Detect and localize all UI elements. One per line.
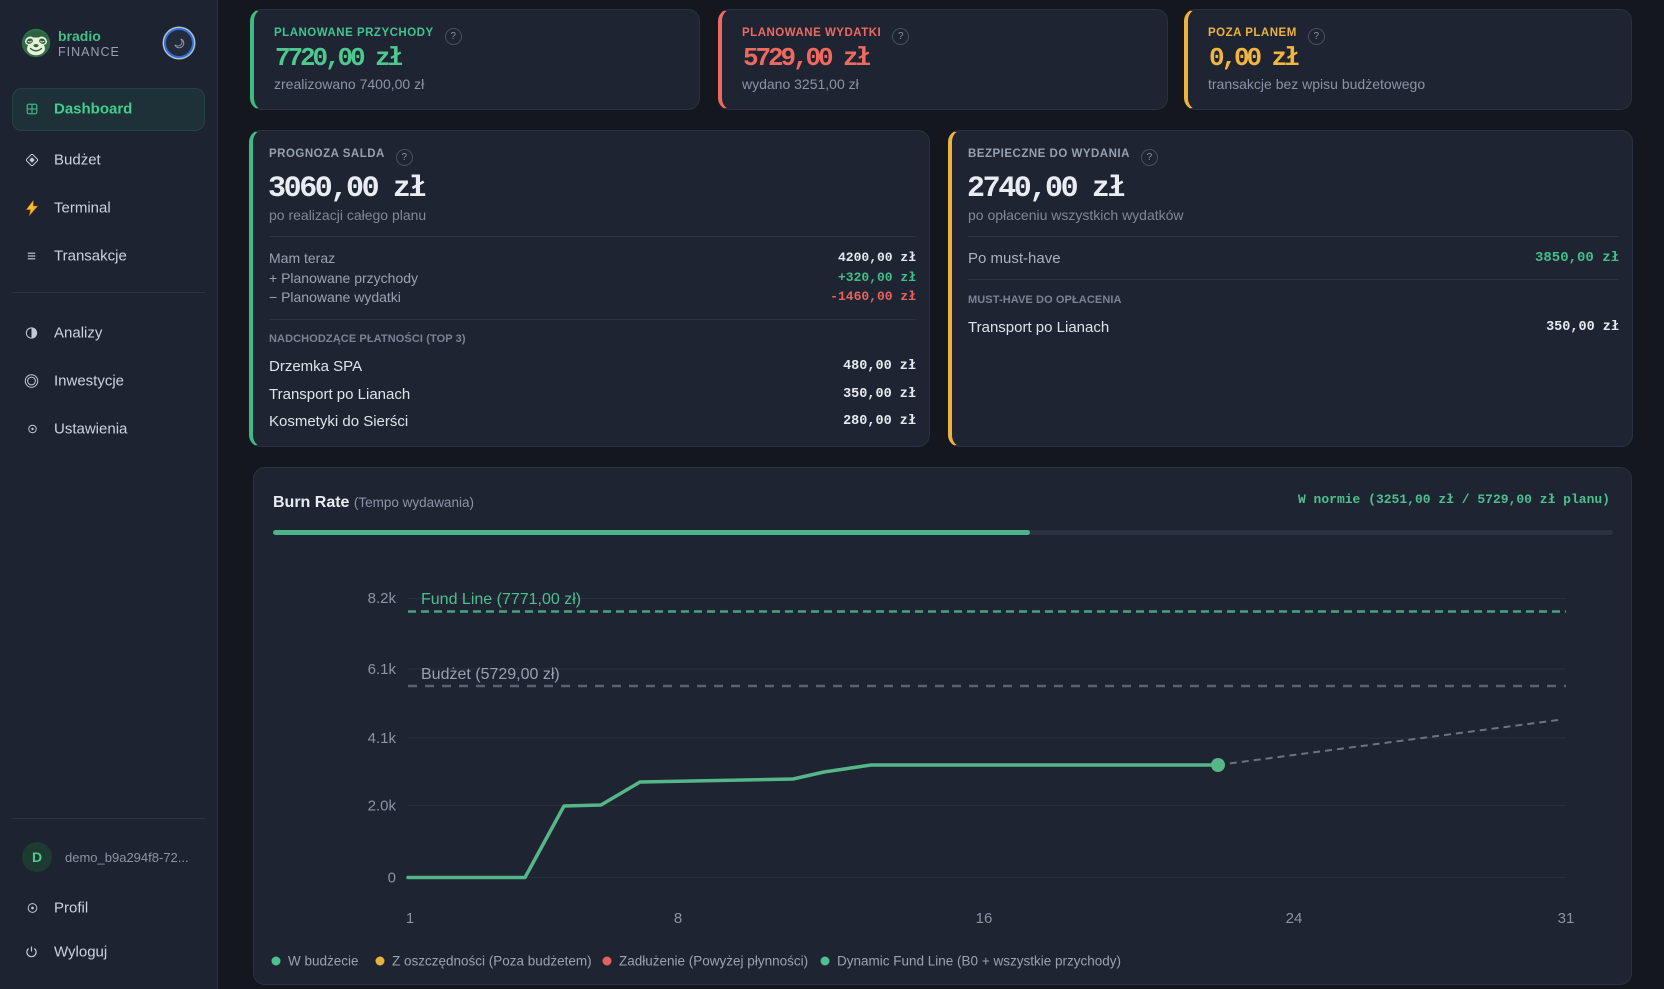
svg-text:4.1k: 4.1k — [368, 730, 397, 747]
svg-text:Dynamic Fund Line (B0 + wszyst: Dynamic Fund Line (B0 + wszystkie przych… — [837, 954, 1121, 969]
svg-text:Z oszczędności (Poza budżetem): Z oszczędności (Poza budżetem) — [392, 954, 592, 969]
svg-text:8.2k: 8.2k — [368, 590, 397, 607]
svg-text:0: 0 — [388, 870, 396, 887]
svg-text:8: 8 — [674, 910, 682, 927]
svg-text:31: 31 — [1558, 910, 1575, 927]
svg-text:6.1k: 6.1k — [368, 661, 397, 678]
svg-text:W budżecie: W budżecie — [288, 954, 359, 969]
svg-text:1: 1 — [406, 910, 414, 927]
svg-text:16: 16 — [976, 910, 993, 927]
svg-text:Fund Line (7771,00 zł): Fund Line (7771,00 zł) — [421, 591, 581, 608]
svg-text:Zadłużenie (Powyżej płynności): Zadłużenie (Powyżej płynności) — [619, 954, 808, 969]
svg-text:Budżet (5729,00 zł): Budżet (5729,00 zł) — [421, 666, 560, 683]
svg-text:24: 24 — [1286, 910, 1303, 927]
svg-text:2.0k: 2.0k — [368, 798, 397, 815]
